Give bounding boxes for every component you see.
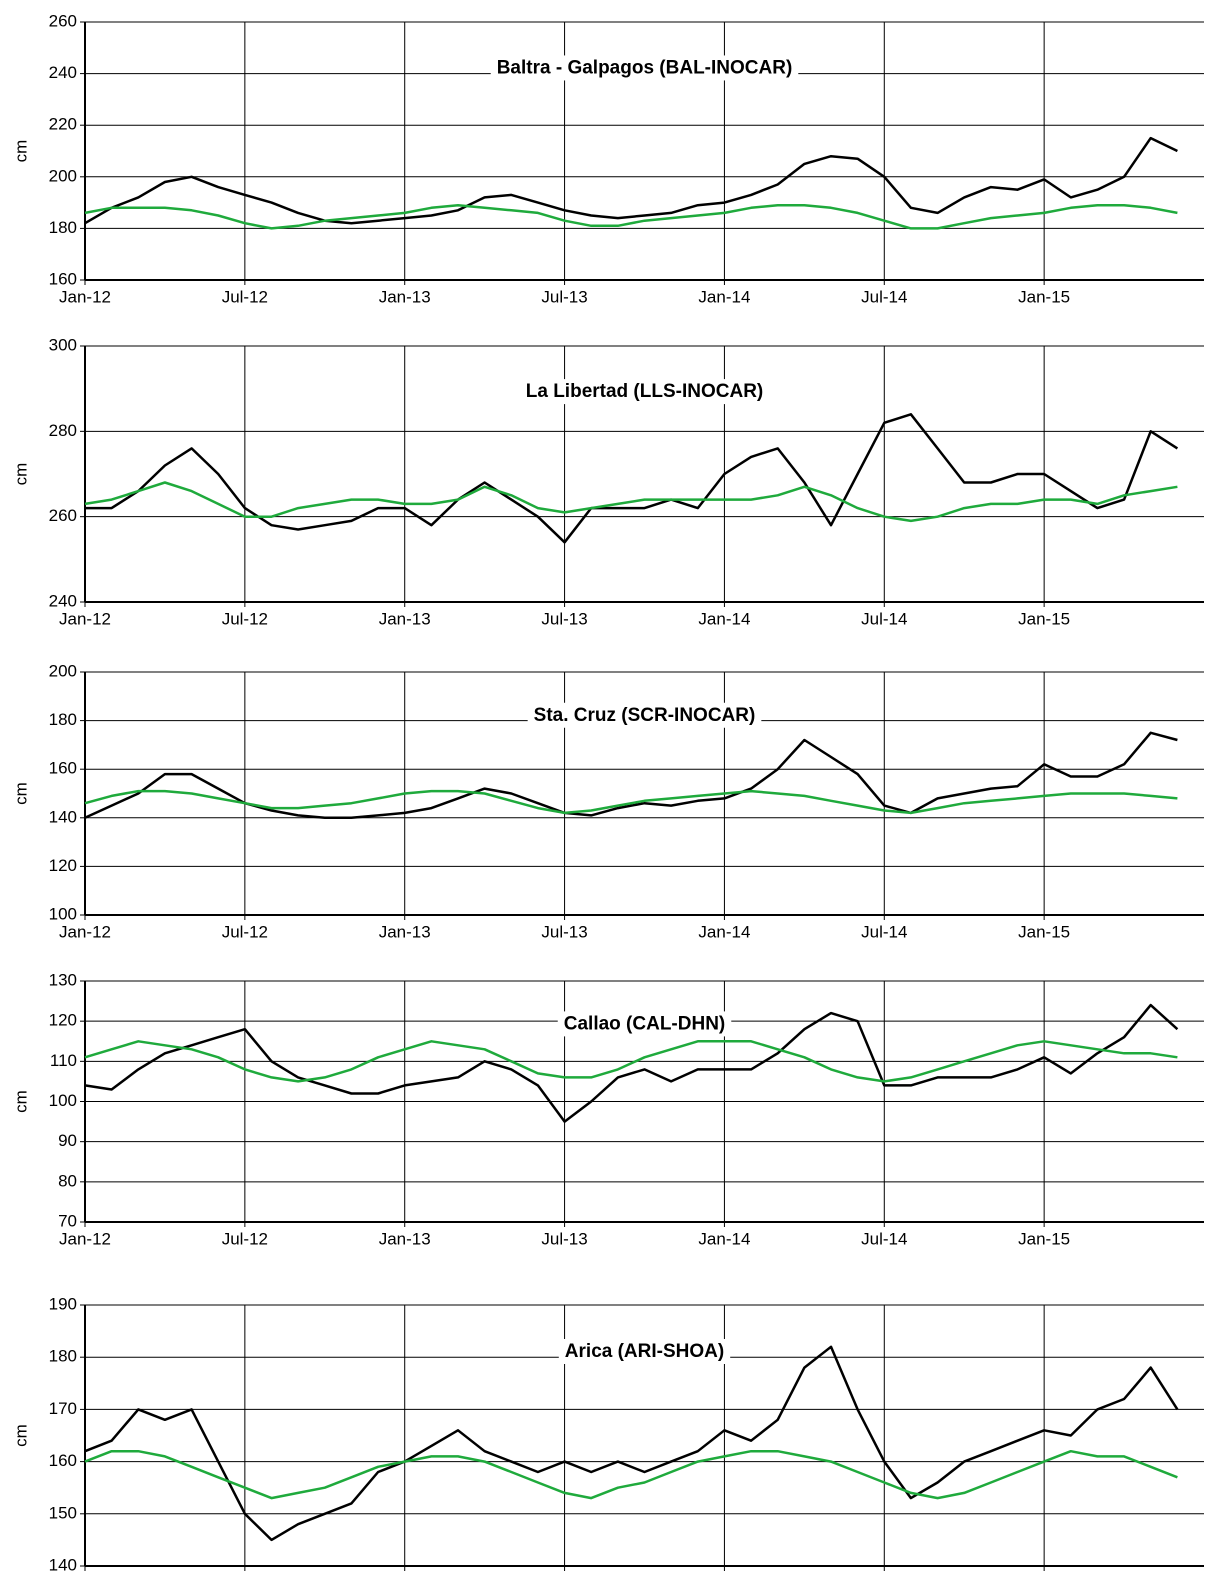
x-tick-label: Jan-12 <box>59 287 111 306</box>
x-tick-label: Jul-14 <box>861 609 907 628</box>
series-line <box>84 481 1178 523</box>
y-tick-label: 260 <box>49 11 77 30</box>
y-tick-label: 180 <box>49 1347 77 1366</box>
y-tick-label: 280 <box>49 421 77 440</box>
y-tick-label: 200 <box>49 661 77 680</box>
title-background <box>558 1338 731 1364</box>
y-axis-label: cm <box>11 140 30 163</box>
x-tick-label: Jul-13 <box>541 1229 587 1248</box>
x-tick-label: Jan-15 <box>1018 609 1070 628</box>
panel-title: Sta. Cruz (SCR-INOCAR) <box>534 705 756 726</box>
x-tick-label: Jan-15 <box>1018 922 1070 941</box>
x-tick-label: Jan-14 <box>698 609 750 628</box>
y-tick-label: 120 <box>49 1011 77 1030</box>
series-line <box>84 1345 1179 1542</box>
x-tick-label: Jan-14 <box>698 1229 750 1248</box>
y-tick-label: 240 <box>49 591 77 610</box>
y-tick-label: 160 <box>49 269 77 288</box>
panel: 100 120 140 160 180 200 Jan-12 Jul-12 Jan-13 Jul-… <box>11 661 1204 941</box>
x-tick-label: Jul-14 <box>861 922 907 941</box>
series-line <box>84 1003 1179 1123</box>
x-tick-label: Jan-12 <box>59 922 111 941</box>
series-line <box>84 1449 1178 1500</box>
y-tick-label: 80 <box>58 1171 77 1190</box>
y-tick-label: 240 <box>49 63 77 82</box>
y-tick-label: 140 <box>49 807 77 826</box>
y-tick-label: 160 <box>49 1451 77 1470</box>
title-background <box>490 55 799 81</box>
series-line <box>84 1040 1178 1083</box>
x-tick-label: Jul-13 <box>541 922 587 941</box>
y-tick-label: 200 <box>49 166 77 185</box>
x-tick-label: Jul-12 <box>222 922 268 941</box>
x-tick-label: Jan-12 <box>59 1229 111 1248</box>
x-tick-label: Jan-15 <box>1018 1229 1070 1248</box>
y-tick-label: 120 <box>49 856 77 875</box>
x-tick-label: Jul-13 <box>541 609 587 628</box>
panel: 240 260 280 300 Jan-12 Jul-12 Jan-13 Jul-13 Jan-… <box>11 335 1204 628</box>
x-tick-label: Jan-14 <box>698 287 750 306</box>
y-tick-label: 100 <box>49 904 77 923</box>
y-axis-label: cm <box>11 463 30 486</box>
y-tick-label: 260 <box>49 506 77 525</box>
x-tick-label: Jan-13 <box>379 287 431 306</box>
y-axis-label: cm <box>11 782 30 805</box>
y-tick-label: 110 <box>50 1051 77 1070</box>
x-tick-label: Jul-12 <box>222 1229 268 1248</box>
y-tick-label: 220 <box>49 115 77 134</box>
panel-title: Arica (ARI-SHOA) <box>565 1341 724 1362</box>
y-tick-label: 140 <box>49 1555 77 1571</box>
series-line <box>85 413 1179 544</box>
y-tick-label: 150 <box>49 1503 77 1522</box>
x-tick-label: Jul-13 <box>541 287 587 306</box>
y-tick-label: 300 <box>49 335 77 354</box>
series-line <box>84 731 1178 820</box>
title-background <box>557 1011 732 1037</box>
panel: 70 80 90 100 110 120 130 Jan-12 Jul-12 Jan-13 Jul-… <box>11 970 1204 1248</box>
title-background <box>519 379 770 405</box>
x-tick-label: Jan-15 <box>1018 287 1070 306</box>
x-tick-label: Jan-13 <box>379 609 431 628</box>
y-tick-label: 170 <box>49 1399 77 1418</box>
panel-title: La Libertad (LLS-INOCAR) <box>526 381 764 402</box>
y-tick-label: 190 <box>49 1294 77 1313</box>
series-line <box>84 203 1178 230</box>
x-tick-label: Jan-14 <box>698 922 750 941</box>
y-axis-label: cm <box>11 1424 30 1447</box>
series-line <box>84 789 1178 815</box>
panel-title: Baltra - Galpagos (BAL-INOCAR) <box>497 57 793 78</box>
x-tick-label: Jul-12 <box>222 287 268 306</box>
x-tick-label: Jul-14 <box>861 1229 907 1248</box>
x-tick-label: Jan-12 <box>59 609 111 628</box>
panel-title: Callao (CAL-DHN) <box>564 1013 726 1034</box>
y-tick-label: 100 <box>49 1091 77 1110</box>
y-tick-label: 180 <box>49 218 77 237</box>
x-tick-label: Jan-13 <box>379 922 431 941</box>
y-tick-label: 70 <box>58 1211 77 1230</box>
panel: 160 180 200 220 240 260 Jan-12 Jul-12 Jan-13 Jul-… <box>11 11 1204 306</box>
y-axis-label: cm <box>11 1090 30 1113</box>
title-background <box>527 702 762 728</box>
y-tick-label: 180 <box>49 710 77 729</box>
series-line <box>84 136 1178 225</box>
y-tick-label: 160 <box>49 759 77 778</box>
x-tick-label: Jul-14 <box>861 287 907 306</box>
x-tick-label: Jan-13 <box>379 1229 431 1248</box>
panel: 140150160170180190Jan-12Jul-12Jan-13Jul-… <box>11 1294 1204 1571</box>
y-tick-label: 130 <box>49 970 77 989</box>
x-tick-label: Jul-12 <box>222 609 268 628</box>
y-tick-label: 90 <box>58 1131 77 1150</box>
